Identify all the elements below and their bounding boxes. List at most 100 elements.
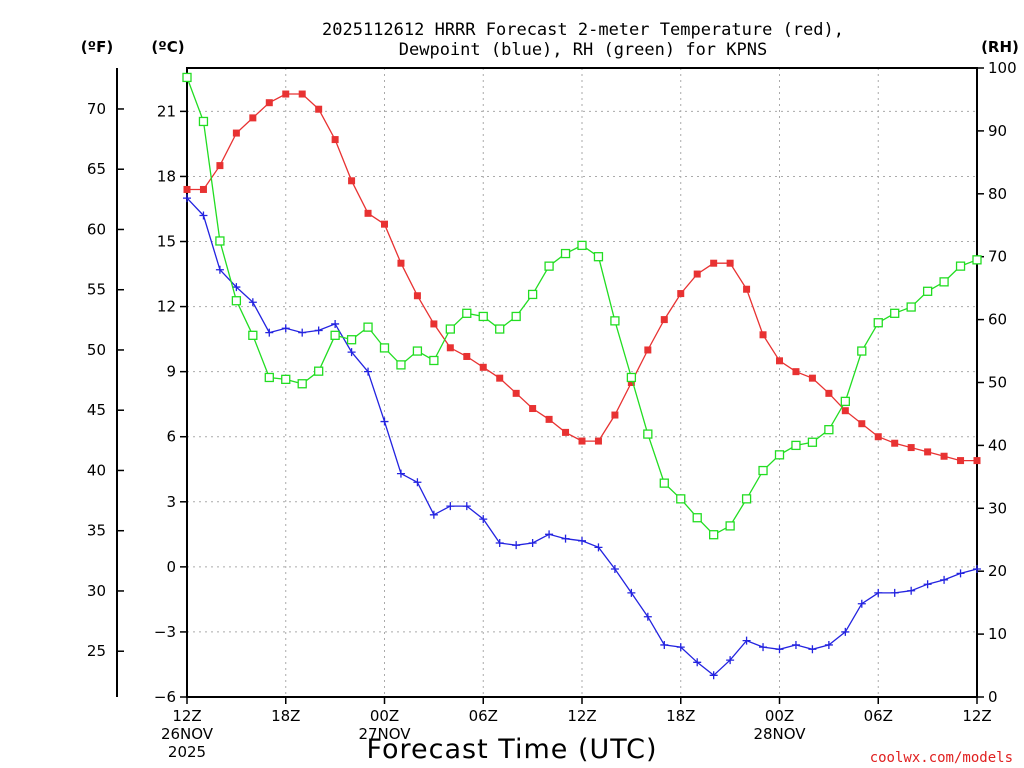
rh-point (527, 289, 538, 300)
temperature-point (973, 457, 981, 465)
dewpoint-point (693, 658, 702, 667)
x-tick-label: 00Z (765, 707, 794, 725)
rh-point (478, 311, 488, 322)
rh-point (791, 440, 801, 451)
dewpoint-point (759, 643, 768, 652)
dewpoint-point (347, 348, 356, 357)
dewpoint-point (643, 612, 652, 621)
rh-point (297, 379, 307, 389)
temperature-point (644, 346, 652, 354)
temperature-point (183, 185, 191, 193)
dewpoint-point (232, 283, 241, 292)
rh-point (495, 324, 505, 334)
temperature-point (693, 270, 701, 278)
temperature-point (298, 90, 306, 98)
dewpoint-point (199, 211, 208, 220)
fahrenheit-tick-label: 40 (87, 461, 106, 479)
temperature-point (463, 352, 471, 360)
dewpoint-point (512, 541, 521, 550)
temperature-point (413, 292, 421, 300)
fahrenheit-tick-label: 35 (87, 522, 106, 540)
rh-point (873, 318, 883, 328)
rh-point (379, 343, 390, 353)
credit-text: coolwx.com/models (870, 750, 1013, 766)
temperature-point (660, 316, 668, 324)
temperature-point (545, 415, 553, 423)
temperature-point (759, 331, 767, 339)
rh-point (626, 372, 637, 383)
chart-title-line-1: 2025112612 HRRR Forecast 2-meter Tempera… (322, 20, 844, 40)
celsius-tick-label: 15 (157, 233, 176, 251)
rh-tick-label: 90 (988, 122, 1007, 140)
dewpoint-point (956, 569, 965, 578)
rh-axis-unit: (RH) (981, 38, 1019, 56)
dewpoint-point (413, 478, 422, 487)
temperature-point (562, 428, 570, 436)
rh-point (198, 116, 209, 127)
dewpoint-point (973, 565, 981, 574)
temperature-point (627, 379, 635, 386)
dewpoint-point (364, 367, 373, 376)
x-tick-label: 12Z (962, 707, 991, 725)
rh-point (429, 355, 439, 366)
dewpoint-point (446, 502, 455, 511)
fahrenheit-tick-label: 50 (87, 341, 106, 359)
dewpoint-point (874, 588, 883, 597)
fahrenheit-tick-label: 25 (87, 642, 106, 660)
rh-tick-label: 20 (988, 562, 1007, 580)
rh-point (412, 346, 423, 356)
dewpoint-point (857, 599, 866, 608)
dewpoint-point (561, 534, 570, 543)
rh-point (824, 425, 834, 435)
rh-tick-label: 30 (988, 499, 1007, 517)
celsius-tick-label: 12 (157, 298, 176, 316)
dewpoint-point (396, 469, 405, 478)
dewpoint-point (462, 502, 471, 511)
x-tick-label: 12Z (567, 707, 596, 725)
temperature-point (710, 259, 718, 267)
celsius-tick-label: 21 (157, 102, 176, 120)
celsius-tick-label: 18 (157, 167, 176, 185)
x-tick-label: 00Z (370, 707, 399, 725)
rh-tick-label: 70 (988, 248, 1007, 266)
temperature-point (940, 452, 948, 460)
dewpoint-point (890, 588, 899, 597)
celsius-tick-label: 0 (166, 558, 176, 576)
temperature-point (825, 389, 833, 397)
dewpoint-point (429, 510, 438, 519)
dewpoint-point (479, 515, 488, 524)
rh-point (231, 296, 242, 306)
dewpoint-point (808, 645, 817, 654)
temperature-point (776, 357, 783, 365)
rh-point (544, 261, 554, 271)
rh-line (186, 77, 978, 536)
dewpoint-point (610, 565, 619, 574)
rh-point (972, 255, 982, 265)
dewpoint-point (380, 417, 389, 426)
rh-point (758, 465, 768, 476)
rh-point (922, 286, 933, 296)
temperature-point (216, 162, 224, 170)
dewpoint-point (923, 580, 932, 589)
rh-tick-label: 80 (988, 185, 1007, 203)
rh-point (659, 478, 669, 488)
dewpoint-point (281, 324, 290, 333)
temperature-point (446, 344, 454, 352)
fahrenheit-tick-label: 30 (87, 582, 106, 600)
temperature-series (183, 90, 981, 465)
rh-point (511, 311, 521, 322)
rh-point (445, 324, 455, 334)
rh-point (314, 366, 324, 376)
rh-point (906, 302, 916, 312)
rh-point (577, 240, 587, 251)
temperature-point (808, 374, 816, 382)
rh-point (264, 372, 274, 383)
x-tick-label: 06Z (469, 707, 498, 725)
temperature-point (957, 457, 965, 465)
dewpoint-point (545, 530, 554, 539)
rh-tick-label: 100 (988, 59, 1017, 77)
fahrenheit-tick-label: 70 (87, 100, 106, 118)
rh-point (741, 494, 752, 504)
dewpoint-point (775, 645, 784, 654)
fahrenheit-tick-label: 55 (87, 281, 106, 299)
